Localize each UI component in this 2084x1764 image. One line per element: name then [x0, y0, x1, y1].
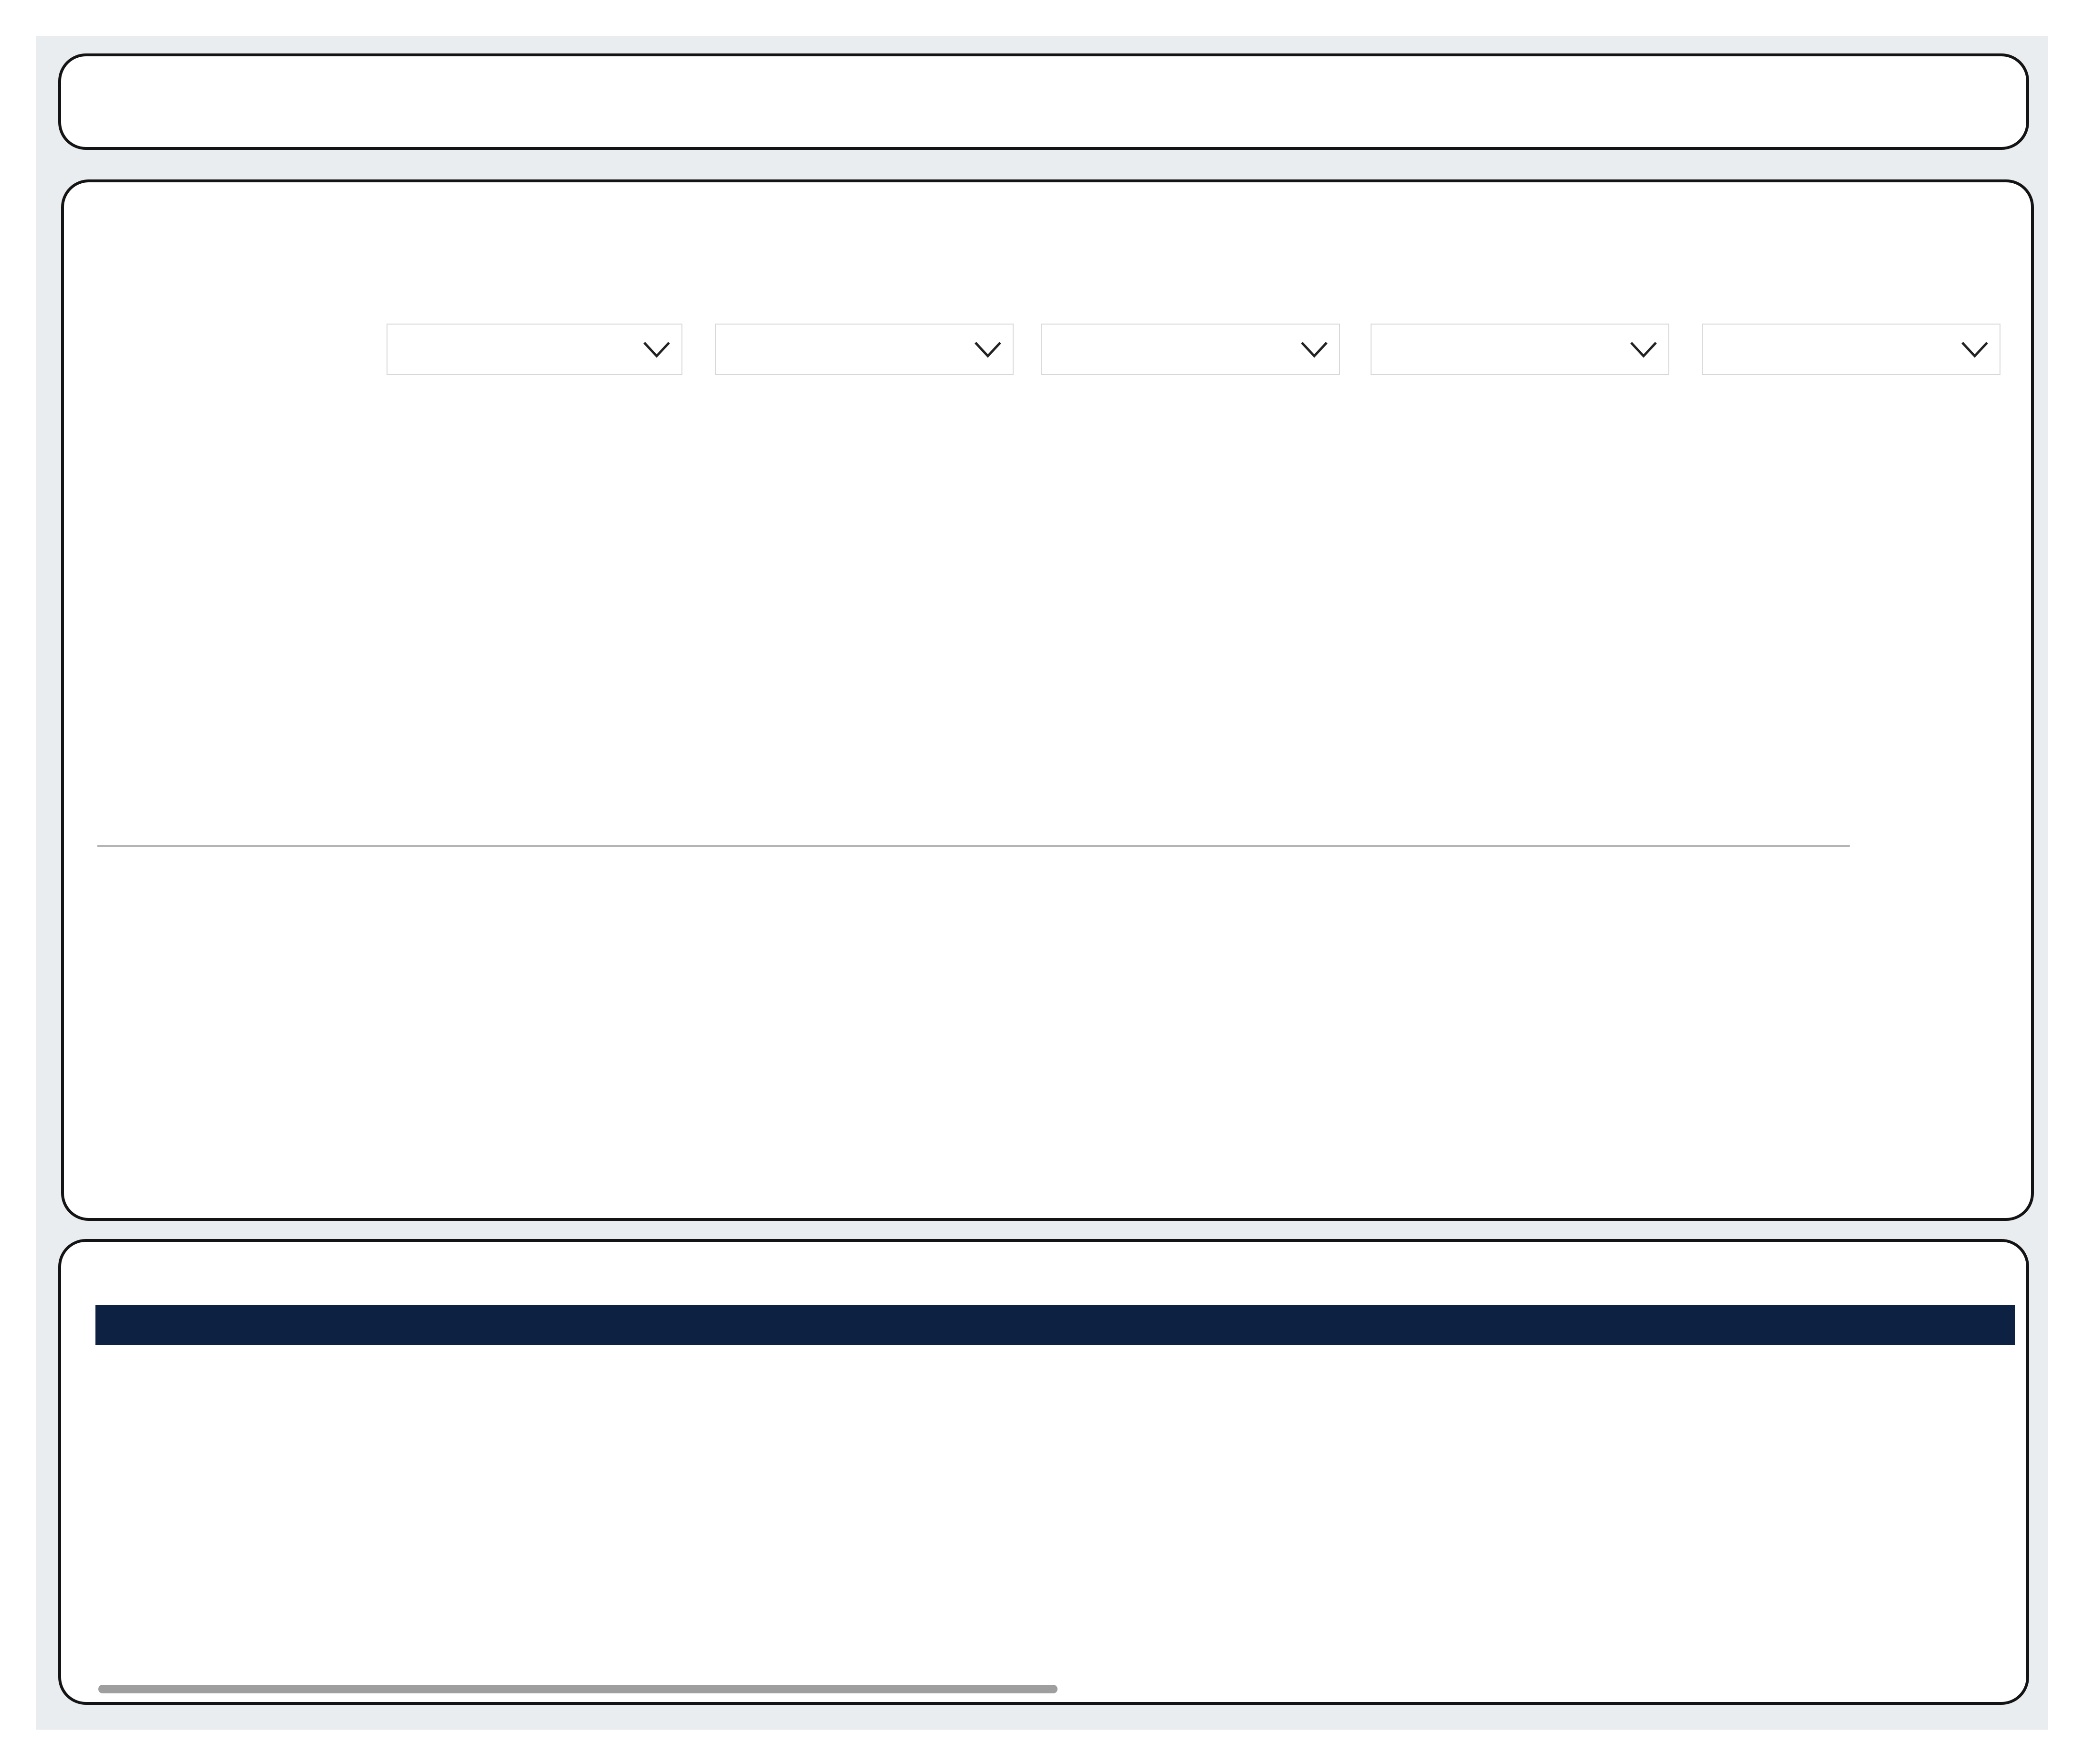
chevron-down-icon — [1301, 342, 1328, 358]
table-header-bar — [95, 1305, 2015, 1345]
slicer-total[interactable] — [387, 324, 682, 375]
section-divider — [97, 845, 1850, 847]
chevron-down-icon — [1961, 342, 1988, 358]
slicer-marca-3[interactable] — [1371, 324, 1669, 375]
horizontal-scrollbar[interactable] — [98, 1685, 1058, 1693]
header-panel — [58, 53, 2029, 150]
slicer-marca-1[interactable] — [715, 324, 1014, 375]
funnel-panel — [61, 179, 2034, 1221]
chevron-down-icon — [974, 342, 1001, 358]
slicer-marca-2[interactable] — [1041, 324, 1340, 375]
chevron-down-icon — [643, 342, 670, 358]
chevron-down-icon — [1630, 342, 1657, 358]
slicer-marca-4[interactable] — [1702, 324, 2000, 375]
table-header-total — [264, 1306, 346, 1334]
